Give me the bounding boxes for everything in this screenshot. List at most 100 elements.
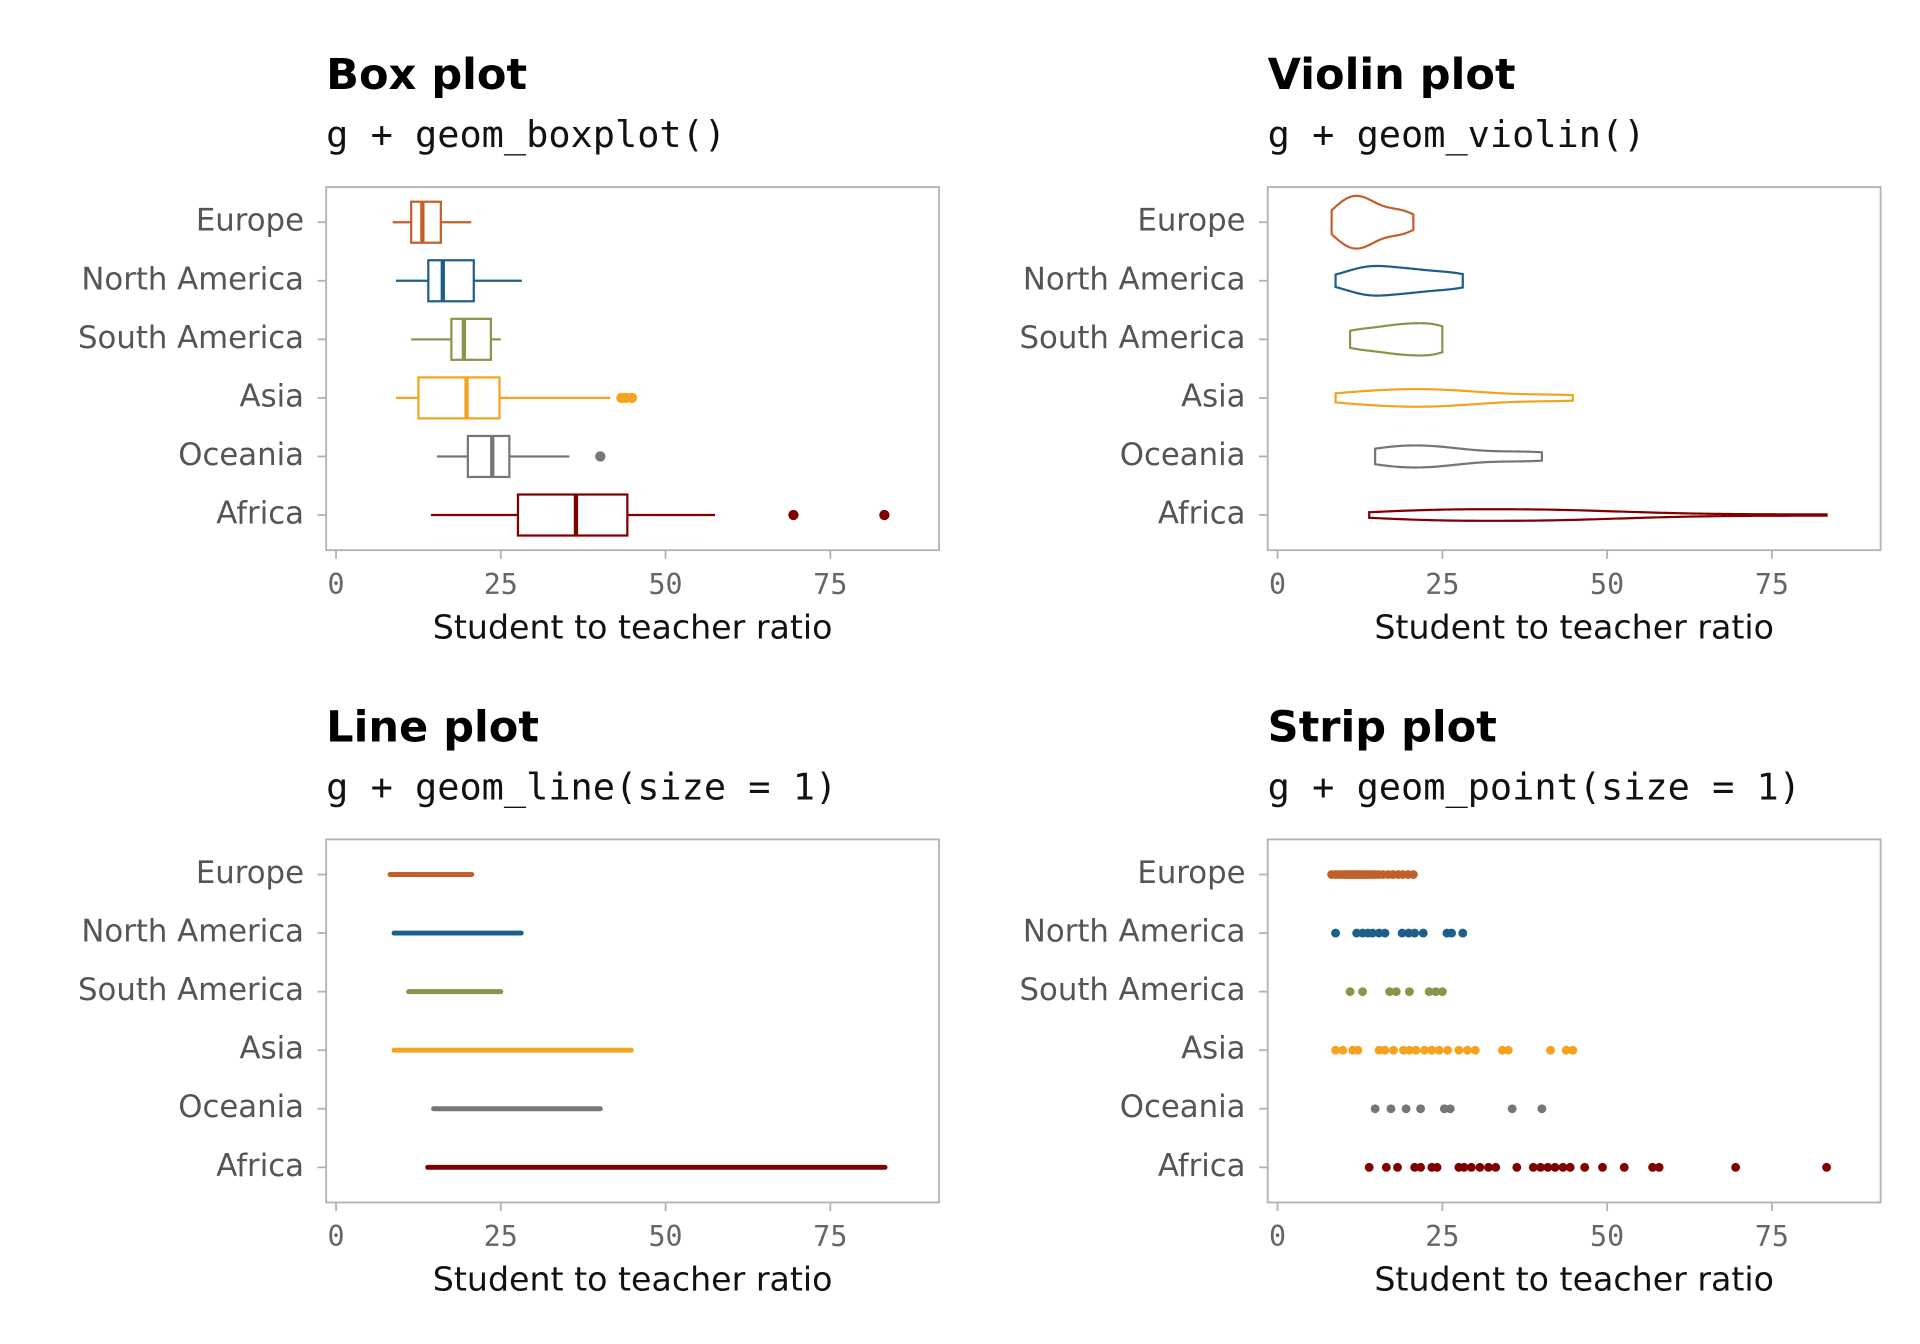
x-tick-label: 25 xyxy=(484,1220,518,1253)
x-axis-title: Student to teacher ratio xyxy=(433,1260,833,1299)
x-tick-label: 50 xyxy=(1590,568,1624,601)
violin xyxy=(1334,264,1464,297)
point xyxy=(1503,1045,1513,1055)
y-tick-label: North America xyxy=(81,914,304,950)
point xyxy=(1512,1162,1522,1172)
point xyxy=(1408,870,1418,879)
point xyxy=(1528,1162,1538,1172)
box xyxy=(516,493,629,537)
panel-border xyxy=(325,186,940,552)
point xyxy=(1537,1104,1547,1114)
x-axis-title: Student to teacher ratio xyxy=(1374,607,1774,646)
point xyxy=(1345,987,1355,997)
point xyxy=(1648,1162,1658,1172)
point xyxy=(1404,1045,1414,1055)
point xyxy=(1568,1045,1578,1055)
point xyxy=(1545,1045,1555,1055)
panel-subtitle: g + geom_violin() xyxy=(1268,113,1646,157)
point xyxy=(1454,1045,1464,1055)
outlier xyxy=(879,509,890,521)
point xyxy=(1391,987,1401,997)
y-tick-label: Asia xyxy=(240,378,304,414)
panel-title: Strip plot xyxy=(1268,702,1497,752)
outlier xyxy=(626,392,638,404)
point xyxy=(1380,1045,1390,1055)
y-tick-label: Europe xyxy=(1137,203,1245,239)
point xyxy=(1565,1162,1575,1172)
y-tick-label: Oceania xyxy=(1120,1089,1246,1125)
point xyxy=(1466,1162,1476,1172)
y-tick-label: North America xyxy=(81,261,304,297)
y-tick-label: Africa xyxy=(1158,496,1246,532)
x-tick-label: 25 xyxy=(484,568,518,601)
point xyxy=(1397,928,1407,938)
outlier xyxy=(595,451,606,462)
y-tick-label: Oceania xyxy=(1120,437,1246,473)
point xyxy=(1654,1162,1664,1172)
point xyxy=(1353,1045,1363,1055)
point xyxy=(1507,1104,1517,1114)
point xyxy=(1386,1104,1396,1114)
y-tick-label: Europe xyxy=(196,855,304,891)
x-tick-label: 75 xyxy=(813,1220,847,1253)
x-tick-label: 25 xyxy=(1425,1220,1459,1253)
panel-title: Violin plot xyxy=(1268,50,1516,100)
point xyxy=(1437,987,1447,997)
violin xyxy=(1334,387,1574,408)
y-tick-label: South America xyxy=(78,972,304,1008)
x-tick-label: 0 xyxy=(1269,1220,1286,1253)
box xyxy=(466,434,511,479)
violin xyxy=(1368,508,1828,522)
y-tick-label: Africa xyxy=(216,1148,304,1184)
point xyxy=(1580,1162,1590,1172)
point xyxy=(1370,1104,1380,1114)
x-tick-label: 75 xyxy=(1755,568,1789,601)
point xyxy=(1475,1162,1485,1172)
point xyxy=(1380,928,1390,938)
box xyxy=(410,200,442,244)
x-tick-label: 0 xyxy=(328,568,345,601)
point xyxy=(1389,1045,1399,1055)
box xyxy=(417,376,501,420)
x-tick-label: 75 xyxy=(1755,1220,1789,1253)
point xyxy=(1331,1045,1341,1055)
x-tick-label: 0 xyxy=(1269,568,1286,601)
point xyxy=(1368,928,1377,938)
point xyxy=(1404,987,1414,997)
point xyxy=(1458,928,1468,938)
point xyxy=(1731,1162,1741,1172)
y-tick-label: North America xyxy=(1023,914,1246,950)
point xyxy=(1445,1104,1455,1114)
panel-subtitle: g + geom_line(size = 1) xyxy=(326,765,837,809)
point xyxy=(1358,987,1368,997)
panel-subtitle: g + geom_boxplot() xyxy=(326,113,726,157)
y-tick-label: South America xyxy=(78,320,304,356)
x-tick-label: 50 xyxy=(649,568,683,601)
x-tick-label: 50 xyxy=(649,1220,683,1253)
point xyxy=(1462,1045,1472,1055)
point xyxy=(1536,1162,1545,1172)
point xyxy=(1416,1162,1426,1172)
y-tick-label: South America xyxy=(1020,972,1246,1008)
point xyxy=(1338,1045,1348,1055)
panel-title: Box plot xyxy=(326,50,527,100)
outlier xyxy=(788,509,799,521)
panel-border xyxy=(1266,186,1882,552)
point xyxy=(1434,1045,1444,1055)
point xyxy=(1381,1162,1391,1172)
x-tick-label: 75 xyxy=(813,568,847,601)
x-axis-title: Student to teacher ratio xyxy=(433,607,833,646)
panel-border xyxy=(1266,838,1882,1204)
point xyxy=(1418,928,1428,938)
violin xyxy=(1330,194,1415,250)
y-tick-label: Africa xyxy=(216,496,304,532)
y-tick-label: Europe xyxy=(196,203,304,239)
box xyxy=(450,317,493,361)
panel-subtitle: g + geom_point(size = 1) xyxy=(1268,765,1801,809)
point xyxy=(1491,1162,1501,1172)
point xyxy=(1393,1162,1402,1172)
point xyxy=(1427,1045,1437,1055)
y-tick-label: Asia xyxy=(240,1031,304,1067)
x-tick-label: 25 xyxy=(1425,568,1459,601)
point xyxy=(1459,1162,1469,1172)
